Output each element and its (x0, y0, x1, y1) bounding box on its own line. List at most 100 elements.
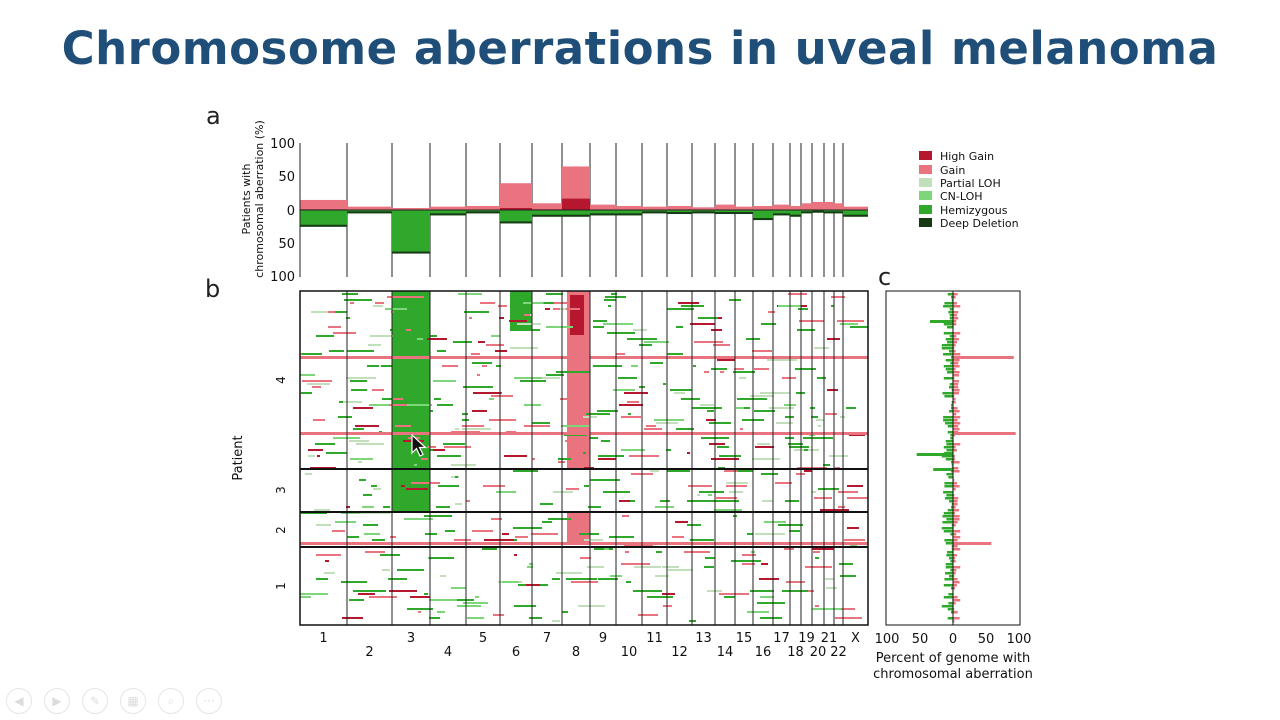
aberration-segment (454, 539, 471, 541)
aberration-segment (349, 599, 364, 601)
aberration-segment (393, 311, 397, 313)
pen-icon[interactable]: ✎ (82, 688, 108, 714)
aberration-segment (370, 335, 393, 337)
loss-bar (942, 515, 953, 518)
aberration-segment (757, 602, 785, 604)
patient-group-label: 1 (274, 582, 288, 590)
hemizygous-area (300, 210, 347, 227)
aberration-segment (544, 302, 554, 304)
aberration-segment (761, 563, 768, 565)
hemizygous-area (392, 210, 430, 254)
aberration-segment (624, 392, 648, 394)
gain-bar (953, 425, 959, 428)
more-icon[interactable]: ··· (196, 688, 222, 714)
panel-b-cells (300, 291, 868, 622)
slideshow-toolbar: ◀ ▶ ✎ ▦ ⌕ ··· (6, 688, 222, 714)
aberration-segment (709, 500, 739, 502)
loss-bar (943, 332, 953, 335)
aberration-segment (601, 548, 604, 550)
aberration-segment (744, 407, 750, 409)
loss-bar (945, 359, 953, 362)
gain-bar (953, 356, 1014, 359)
aberration-segment (302, 380, 332, 382)
prev-icon[interactable]: ◀ (6, 688, 32, 714)
loss-bar (943, 365, 953, 368)
aberration-segment (814, 347, 829, 349)
legend-label-deep-deletion: Deep Deletion (940, 217, 1019, 230)
aberration-segment (414, 464, 417, 466)
aberration-segment (455, 428, 459, 430)
panel-label-a: a (206, 102, 221, 130)
loss-bar (951, 464, 953, 467)
aberration-segment (668, 569, 693, 571)
aberration-segment (782, 377, 796, 379)
aberration-segment (644, 341, 669, 343)
aberration-segment (711, 329, 722, 331)
deep-deletion-edge (834, 211, 843, 214)
legend-label-partial-loh: Partial LOH (940, 177, 1001, 190)
aberration-segment (692, 407, 722, 409)
gain-bar (953, 524, 956, 527)
aberration-segment (472, 362, 492, 364)
aberration-segment (455, 503, 462, 505)
gain-area (715, 204, 735, 210)
loss-bar (950, 437, 953, 440)
loss-bar (945, 458, 953, 461)
loss-bar (944, 578, 953, 581)
aberration-segment (739, 377, 746, 379)
gain-bar (953, 377, 955, 380)
loss-bar (945, 572, 953, 575)
panel-c-xtick: 100 (1007, 632, 1032, 647)
whole-genome-gain-row (300, 542, 868, 545)
aberration-segment (382, 398, 395, 400)
aberration-segment (754, 368, 769, 370)
slides-icon[interactable]: ▦ (120, 688, 146, 714)
next-icon[interactable]: ▶ (44, 688, 70, 714)
aberration-segment (399, 413, 413, 415)
gain-bar (953, 533, 957, 536)
aberration-segment (308, 455, 315, 457)
loss-bar (944, 485, 953, 488)
aberration-segment (515, 536, 528, 538)
aberration-segment (660, 500, 670, 502)
aberration-segment (498, 305, 507, 307)
legend-swatch-deep-deletion (919, 218, 932, 227)
gain-bar (953, 596, 958, 599)
gain-bar (953, 554, 957, 557)
panel-c-xtick: 0 (949, 632, 957, 647)
aberration-segment (814, 497, 832, 499)
gain-bar (953, 392, 959, 395)
aberration-segment (353, 407, 373, 409)
aberration-segment (839, 563, 853, 565)
aberration-segment (407, 608, 433, 610)
aberration-segment (670, 389, 692, 391)
aberration-segment (338, 416, 352, 418)
aberration-segment (413, 410, 433, 412)
aberration-segment (724, 470, 738, 472)
aberration-segment (747, 533, 753, 535)
legend-label-high-gain: High Gain (940, 150, 994, 163)
aberration-segment (401, 485, 405, 487)
aberration-segment (335, 311, 347, 313)
zoom-icon[interactable]: ⌕ (158, 688, 184, 714)
deep-deletion-edge (392, 251, 430, 254)
gain-bar (953, 518, 960, 521)
aberration-segment (429, 617, 440, 619)
loss-bar (951, 548, 953, 551)
deep-deletion-edge (616, 213, 642, 216)
aberration-segment (558, 458, 571, 460)
chrom-x-label: 11 (646, 631, 663, 646)
chrom-x-label: 12 (671, 645, 688, 660)
aberration-segment (795, 368, 816, 370)
aberration-segment (650, 362, 663, 364)
aberration-segment (687, 500, 712, 502)
loss-bar (951, 503, 953, 506)
gain-bar (953, 482, 957, 485)
aberration-segment (346, 506, 350, 508)
aberration-segment (380, 554, 400, 556)
aberration-segment (569, 488, 574, 490)
aberration-segment (840, 323, 858, 325)
gain-bar (953, 581, 960, 584)
aberration-segment (451, 587, 466, 589)
aberration-segment (789, 446, 809, 448)
